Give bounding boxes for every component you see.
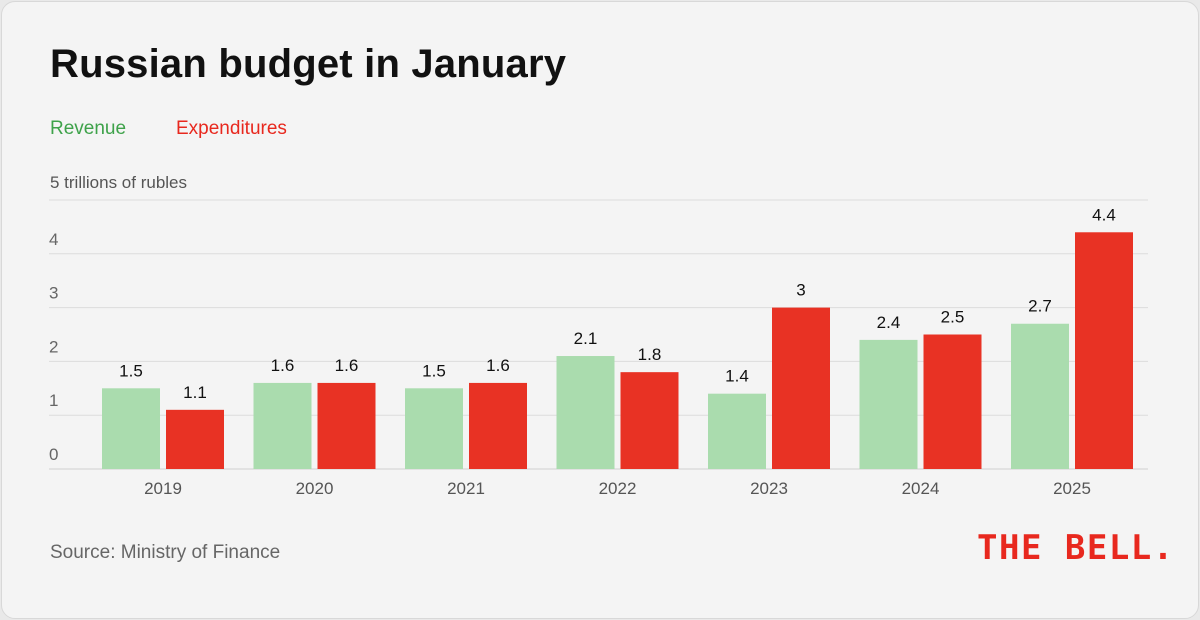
chart-title: Russian budget in January bbox=[50, 42, 567, 86]
x-tick-label: 2025 bbox=[1053, 479, 1091, 498]
data-label: 2.7 bbox=[1028, 297, 1052, 316]
y-tick-label: 2 bbox=[49, 337, 58, 356]
bar-expenditures bbox=[166, 409, 224, 469]
data-label: 1.6 bbox=[335, 356, 359, 375]
data-label: 1.5 bbox=[422, 361, 446, 380]
legend-revenue: Revenue bbox=[50, 118, 127, 139]
data-label: 1.4 bbox=[725, 367, 749, 386]
data-label: 2.4 bbox=[877, 313, 901, 332]
source-note: Source: Ministry of Finance bbox=[50, 542, 281, 563]
x-tick-label: 2020 bbox=[296, 479, 334, 498]
x-tick-label: 2024 bbox=[902, 479, 940, 498]
data-label: 2.1 bbox=[574, 329, 598, 348]
x-tick-label: 2019 bbox=[144, 479, 182, 498]
data-label: 1.6 bbox=[486, 356, 510, 375]
x-tick-label: 2023 bbox=[750, 479, 788, 498]
the-bell-logo: THE BELL. bbox=[977, 528, 1175, 568]
bar-expenditures bbox=[923, 334, 982, 469]
data-label: 1.8 bbox=[638, 345, 662, 364]
bar-revenue bbox=[708, 393, 766, 469]
bar-revenue bbox=[1011, 323, 1069, 469]
bar-expenditures bbox=[620, 372, 679, 469]
bar-expenditures bbox=[1075, 232, 1133, 469]
y-tick-label: 4 bbox=[49, 230, 58, 249]
y-tick-label: 3 bbox=[49, 284, 58, 303]
bar-revenue bbox=[405, 388, 463, 469]
bar-revenue bbox=[253, 382, 312, 469]
bar-expenditures bbox=[469, 382, 527, 469]
x-tick-label: 2022 bbox=[599, 479, 637, 498]
data-label: 3 bbox=[796, 281, 805, 300]
bar-expenditures bbox=[772, 307, 830, 469]
data-label: 2.5 bbox=[941, 308, 965, 327]
legend-expenditures: Expenditures bbox=[176, 118, 287, 139]
bar-revenue bbox=[102, 388, 160, 469]
x-tick-label: 2021 bbox=[447, 479, 485, 498]
data-label: 1.5 bbox=[119, 361, 143, 380]
y-axis-unit-label: 5 trillions of rubles bbox=[50, 173, 188, 192]
y-tick-label: 0 bbox=[49, 445, 58, 464]
bar-revenue bbox=[556, 356, 615, 469]
data-label: 4.4 bbox=[1092, 205, 1116, 224]
y-tick-label: 1 bbox=[49, 391, 58, 410]
data-label: 1.6 bbox=[271, 356, 295, 375]
bar-revenue bbox=[859, 339, 918, 469]
data-label: 1.1 bbox=[183, 383, 207, 402]
bar-expenditures bbox=[317, 382, 376, 469]
